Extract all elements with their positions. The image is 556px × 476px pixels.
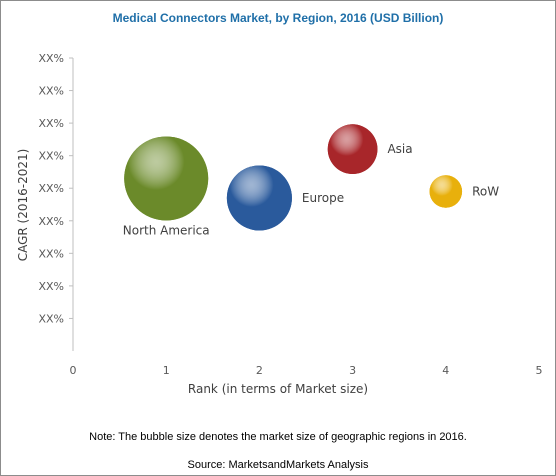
bubble-label: Europe — [302, 191, 344, 205]
y-tick-label: XX% — [38, 247, 64, 260]
y-tick-label: XX% — [38, 117, 64, 130]
chart-note: Note: The bubble size denotes the market… — [89, 431, 467, 443]
bubble — [226, 165, 292, 231]
bubble — [124, 136, 209, 221]
x-tick-label: 4 — [442, 364, 449, 377]
y-tick-label: XX% — [38, 312, 64, 325]
bubble-label: Asia — [387, 142, 412, 156]
bubble — [429, 175, 463, 208]
y-tick-label: XX% — [38, 150, 64, 163]
x-tick-label: 1 — [163, 364, 170, 377]
bubble-label: North America — [123, 223, 210, 237]
bubble-label: RoW — [472, 184, 499, 198]
y-tick-label: XX% — [38, 52, 64, 65]
x-tick-label: 2 — [256, 364, 263, 377]
x-tick-label: 3 — [349, 364, 356, 377]
y-tick-label: XX% — [38, 182, 64, 195]
y-tick-label: XX% — [38, 215, 64, 228]
y-axis-label: CAGR (2016-2021) — [16, 148, 30, 262]
y-tick-label: XX% — [38, 85, 64, 98]
y-tick-label: XX% — [38, 280, 64, 293]
bubble — [327, 124, 378, 175]
x-tick-label: 0 — [70, 364, 77, 377]
chart-source: Source: MarketsandMarkets Analysis — [187, 459, 369, 471]
x-axis-label: Rank (in terms of Market size) — [187, 382, 369, 396]
x-tick-label: 5 — [536, 364, 543, 377]
chart-title: Medical Connectors Market, by Region, 20… — [112, 11, 444, 25]
